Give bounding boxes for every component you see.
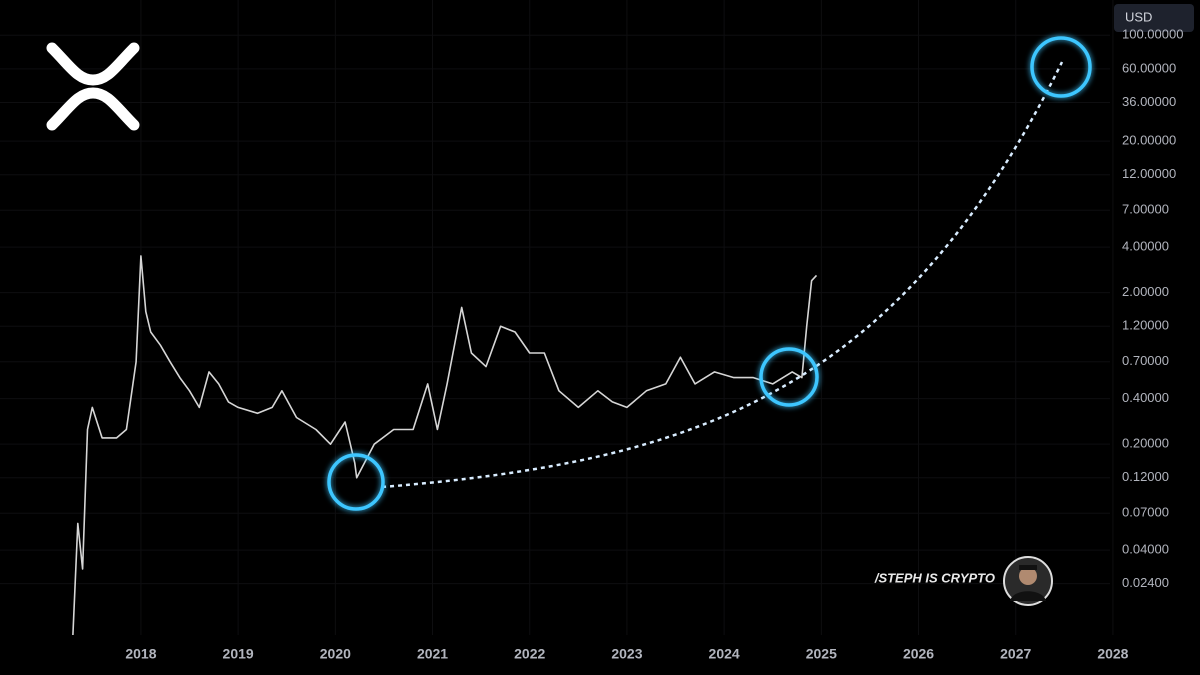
currency-box[interactable] — [1114, 4, 1194, 32]
x-tick-label: 2027 — [1000, 646, 1031, 662]
y-tick-label: 2.00000 — [1122, 284, 1169, 299]
y-tick-label: 7.00000 — [1122, 202, 1169, 217]
y-tick-label: 4.00000 — [1122, 239, 1169, 254]
y-tick-label: 20.00000 — [1122, 133, 1176, 148]
x-tick-label: 2023 — [611, 646, 642, 662]
x-tick-label: 2018 — [125, 646, 156, 662]
y-tick-label: 0.02400 — [1122, 575, 1169, 590]
highlight-circles — [327, 36, 1092, 511]
x-tick-label: 2024 — [709, 646, 740, 662]
currency-label[interactable]: USD — [1125, 9, 1152, 24]
y-tick-label: 0.20000 — [1122, 436, 1169, 451]
highlight-circle — [327, 453, 385, 511]
y-tick-label: 12.00000 — [1122, 166, 1176, 181]
x-tick-label: 2020 — [320, 646, 351, 662]
plot-area — [72, 255, 818, 636]
y-tick-label: 0.07000 — [1122, 505, 1169, 520]
watermark: /STEPH IS CRYPTO — [874, 570, 995, 585]
highlight-circle — [1030, 36, 1092, 98]
x-tick-label: 2026 — [903, 646, 934, 662]
x-tick-label: 2019 — [223, 646, 254, 662]
y-tick-label: 0.12000 — [1122, 469, 1169, 484]
y-tick-label: 0.04000 — [1122, 542, 1169, 557]
y-tick-label: 1.20000 — [1122, 318, 1169, 333]
x-tick-label: 2021 — [417, 646, 448, 662]
avatar — [1003, 556, 1053, 606]
projection-curve — [381, 61, 1064, 489]
y-tick-label: 0.70000 — [1122, 353, 1169, 368]
y-tick-label: 36.00000 — [1122, 94, 1176, 109]
highlight-circle — [759, 347, 819, 407]
x-tick-label: 2028 — [1097, 646, 1128, 662]
xrp-logo — [46, 42, 140, 131]
y-tick-label: 60.00000 — [1122, 60, 1176, 75]
x-tick-label: 2022 — [514, 646, 545, 662]
y-tick-label: 0.40000 — [1122, 390, 1169, 405]
axes: 100.00000 60.00000 36.00000 20.00000 12.0000… — [125, 27, 1183, 662]
y-tick-label: 100.00000 — [1122, 27, 1183, 42]
x-tick-label: 2025 — [806, 646, 837, 662]
grid — [0, 0, 1114, 635]
price-line — [72, 255, 818, 636]
